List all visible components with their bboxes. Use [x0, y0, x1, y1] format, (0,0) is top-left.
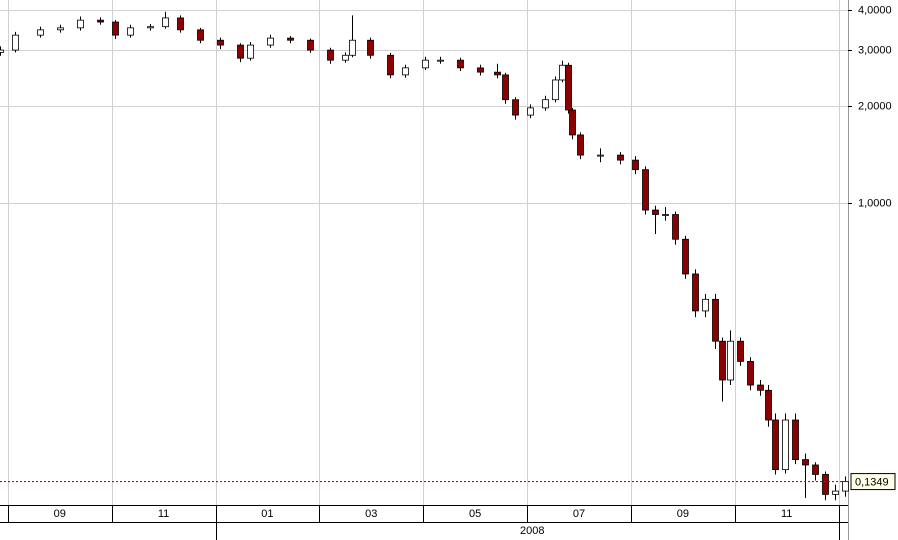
- y-tick-label: 4,0000: [858, 4, 892, 16]
- candle-body: [177, 17, 184, 31]
- year-label: 2008: [520, 525, 544, 537]
- candle-body: [267, 37, 274, 46]
- candle-body: [127, 27, 134, 36]
- candle-body: [57, 27, 64, 31]
- x-tick-label: 05: [469, 508, 481, 520]
- candle-body: [662, 214, 669, 216]
- candle-body: [217, 39, 224, 46]
- last-price-box: [850, 473, 896, 491]
- candle-body: [162, 17, 169, 28]
- candle-body: [672, 214, 679, 240]
- candle-body: [822, 474, 829, 495]
- candle-body: [367, 39, 374, 56]
- candle-body: [97, 19, 104, 23]
- candle-body: [437, 59, 444, 62]
- y-tick-label: 1,0000: [858, 197, 892, 209]
- candle-body: [402, 67, 409, 76]
- candle-body: [237, 44, 244, 59]
- candle-body: [0, 49, 4, 53]
- candle-body: [597, 154, 604, 157]
- candle-body: [772, 419, 779, 471]
- candle-body: [577, 134, 584, 156]
- last-price-label: 0,1349: [855, 476, 889, 488]
- candle-body: [552, 79, 559, 101]
- y-tick-label: 3,0000: [858, 44, 892, 56]
- candle-body: [12, 34, 19, 51]
- candle-body: [642, 169, 649, 211]
- candle-body: [527, 107, 534, 116]
- candle-body: [477, 67, 484, 73]
- candle-body: [112, 21, 119, 36]
- candle-body: [842, 481, 849, 492]
- candle-body: [77, 19, 84, 29]
- x-tick-label: 07: [573, 508, 585, 520]
- candle-body: [782, 419, 789, 471]
- candle-body: [287, 37, 294, 41]
- x-tick-label: 11: [158, 508, 169, 520]
- candle-body: [569, 109, 576, 136]
- candle-body: [802, 459, 809, 466]
- candle-body: [719, 340, 726, 381]
- candle-body: [387, 54, 394, 76]
- candle-body: [502, 74, 509, 101]
- candle-body: [692, 273, 699, 312]
- x-tick-label: 09: [677, 508, 689, 520]
- y-tick-label: 2,0000: [858, 100, 892, 112]
- candle-body: [702, 298, 709, 312]
- candle-body: [457, 59, 464, 69]
- candle-body: [307, 39, 314, 51]
- candle-body: [565, 64, 572, 111]
- candle-body: [197, 29, 204, 41]
- candle-body: [832, 490, 839, 495]
- candle-body: [757, 384, 764, 391]
- candle-body: [727, 340, 734, 381]
- x-tick-label: 09: [54, 508, 66, 520]
- x-tick-label: 03: [365, 508, 377, 520]
- candle-body: [792, 419, 799, 460]
- candle-body: [559, 64, 566, 81]
- candle-body: [747, 361, 754, 386]
- candle-body: [349, 39, 356, 56]
- candle-body: [652, 209, 659, 215]
- candle-body: [682, 238, 689, 275]
- x-tick-label: 01: [261, 508, 273, 520]
- x-tick-label: 11: [781, 508, 792, 520]
- candle-body: [147, 26, 154, 29]
- candle-body: [512, 99, 519, 116]
- candle-body: [37, 29, 44, 36]
- candle-body: [617, 154, 624, 161]
- candle-body: [327, 49, 334, 61]
- candle-body: [542, 99, 549, 109]
- candle-body: [737, 340, 744, 362]
- candle-body: [812, 464, 819, 475]
- candle-body: [712, 298, 719, 342]
- candle-body: [494, 71, 501, 76]
- candle-body: [247, 44, 254, 59]
- candle-body: [422, 59, 429, 69]
- candle-body: [632, 159, 639, 171]
- candle-body: [342, 54, 349, 61]
- candle-body: [765, 389, 772, 421]
